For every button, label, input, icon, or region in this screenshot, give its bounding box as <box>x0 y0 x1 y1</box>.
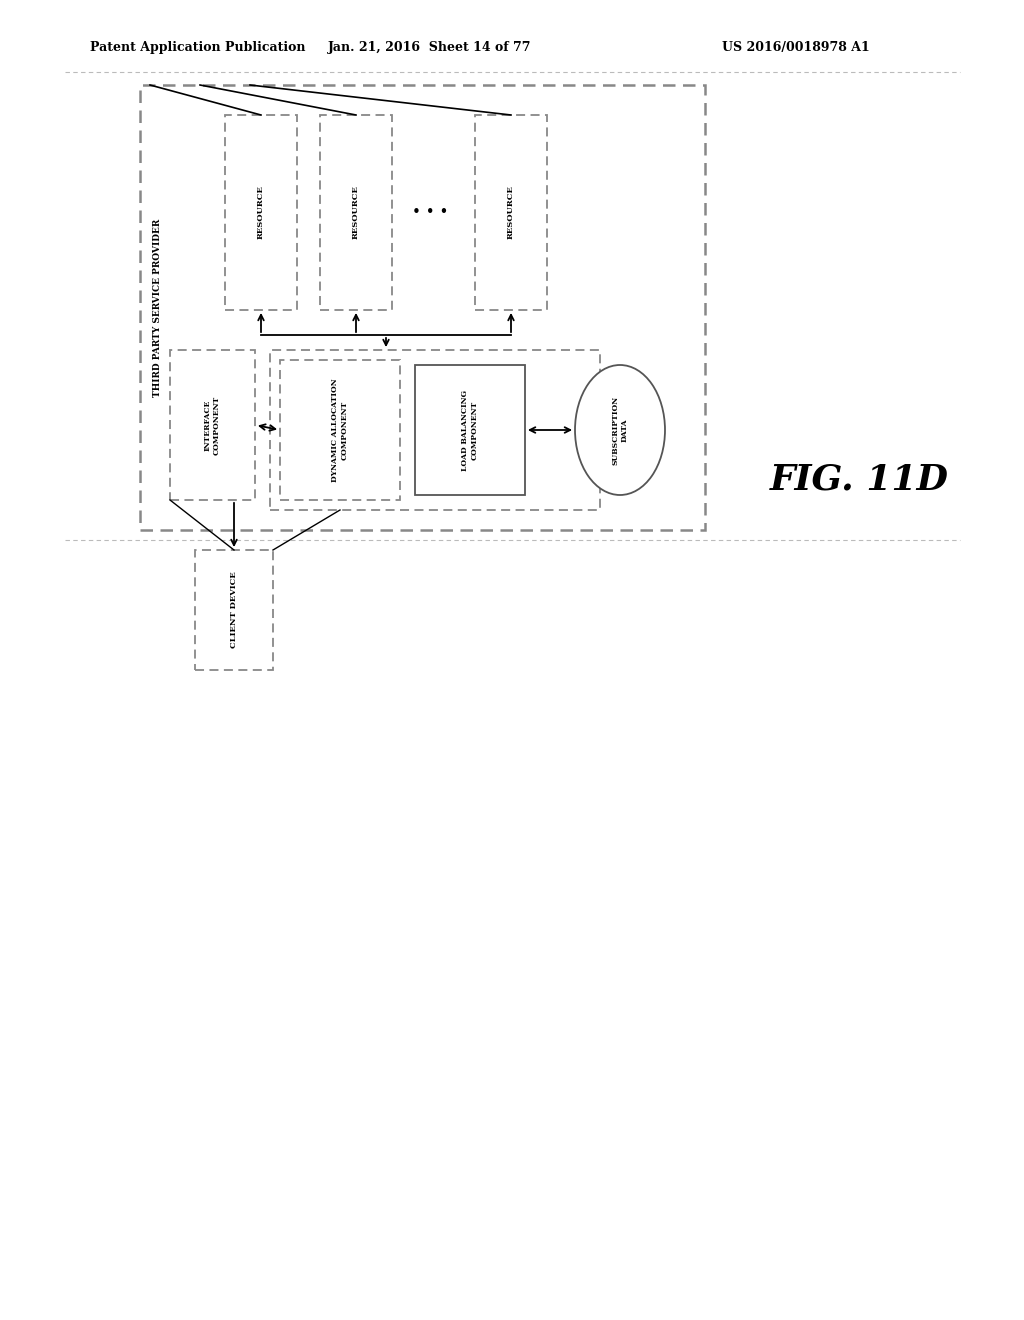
Bar <box>280 360 400 500</box>
Bar <box>319 115 392 310</box>
Text: FIG. 11D: FIG. 11D <box>770 463 949 498</box>
Bar <box>140 84 705 531</box>
Bar <box>415 366 525 495</box>
Bar <box>475 115 547 310</box>
Text: • • •: • • • <box>412 205 449 220</box>
Text: RESOURCE: RESOURCE <box>257 186 265 239</box>
Text: CLIENT DEVICE: CLIENT DEVICE <box>230 572 238 648</box>
Text: Patent Application Publication: Patent Application Publication <box>90 41 305 54</box>
Bar <box>195 550 273 671</box>
Bar <box>225 115 297 310</box>
Text: INTERFACE
COMPONENT: INTERFACE COMPONENT <box>204 396 221 454</box>
Text: Jan. 21, 2016  Sheet 14 of 77: Jan. 21, 2016 Sheet 14 of 77 <box>329 41 531 54</box>
Text: RESOURCE: RESOURCE <box>507 186 515 239</box>
Text: DYNAMIC ALLOCATION
COMPONENT: DYNAMIC ALLOCATION COMPONENT <box>332 379 348 482</box>
Ellipse shape <box>575 366 665 495</box>
Bar <box>270 350 600 510</box>
Text: THIRD PARTY SERVICE PROVIDER: THIRD PARTY SERVICE PROVIDER <box>154 218 163 396</box>
Text: LOAD BALANCING
COMPONENT: LOAD BALANCING COMPONENT <box>462 389 478 470</box>
Text: SUBSCRIPTION
DATA: SUBSCRIPTION DATA <box>611 396 629 465</box>
Bar <box>170 350 255 500</box>
Text: US 2016/0018978 A1: US 2016/0018978 A1 <box>722 41 870 54</box>
Text: RESOURCE: RESOURCE <box>352 186 360 239</box>
